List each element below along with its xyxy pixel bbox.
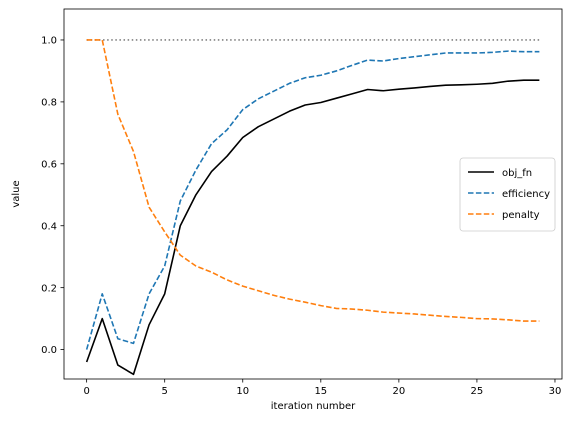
x-tick-label: 5	[162, 386, 168, 397]
axes-frame	[63, 8, 563, 380]
series-line-obj-fn	[85, 79, 540, 376]
x-tick-label: 15	[314, 386, 327, 397]
series-line-penalty	[86, 39, 540, 322]
y-axis-label: value	[11, 180, 22, 207]
x-axis-label: iteration number	[271, 401, 356, 412]
x-tick-label: 0	[83, 386, 89, 397]
y-tick-label: 0.0	[41, 345, 57, 356]
y-tick-label: 0.4	[41, 221, 57, 232]
y-tick-label: 0.8	[41, 97, 57, 108]
x-tick-label: 20	[392, 386, 405, 397]
series-layer	[85, 39, 540, 376]
legend-label-obj-fn: obj_fn	[502, 168, 532, 179]
y-tick-label: 0.2	[41, 283, 57, 294]
x-tick-label: 30	[549, 386, 562, 397]
legend-label-efficiency: efficiency	[502, 189, 550, 200]
y-axis-ticks: 0.0 0.2 0.4 0.6 0.8 1.0	[41, 36, 64, 356]
x-axis-ticks: 0 5 10 15 20 25 30	[83, 379, 561, 397]
y-tick-label: 0.6	[41, 159, 57, 170]
y-tick-label: 1.0	[41, 36, 57, 47]
series-line-efficiency	[85, 50, 540, 350]
legend: obj_fn efficiency penalty	[459, 157, 556, 232]
legend-label-penalty: penalty	[502, 210, 540, 221]
legend-box	[459, 157, 556, 232]
x-tick-label: 10	[236, 386, 249, 397]
x-tick-label: 25	[471, 386, 484, 397]
